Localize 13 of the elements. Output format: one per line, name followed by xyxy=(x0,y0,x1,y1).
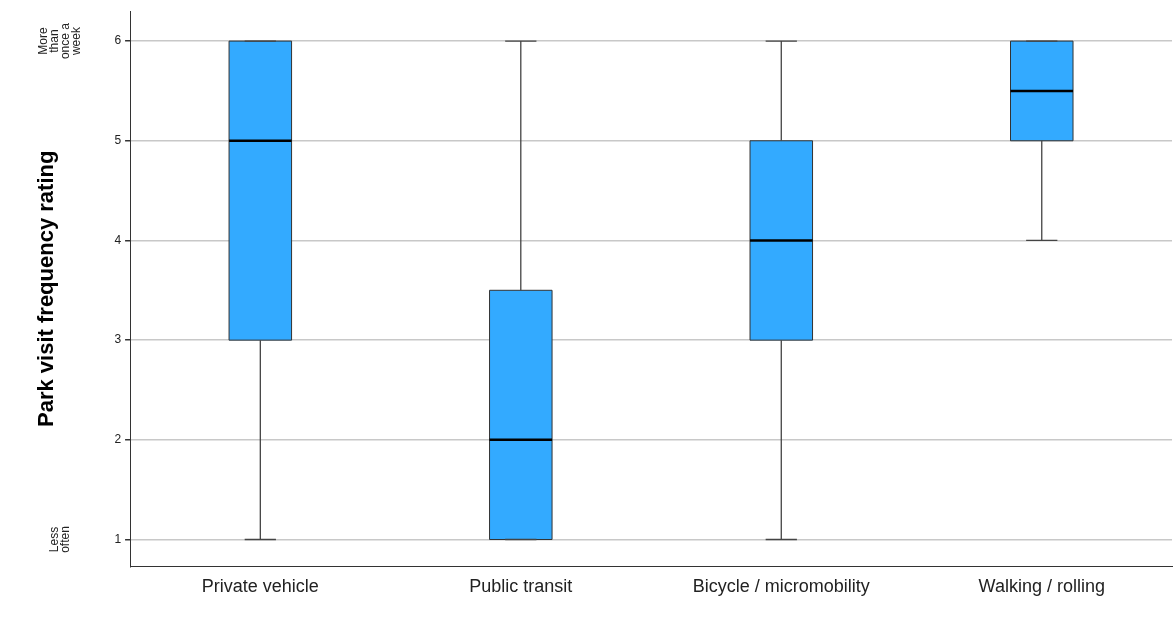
x-tick-label: Public transit xyxy=(469,576,573,597)
x-tick-label: Walking / rolling xyxy=(978,576,1105,597)
x-tick-label: Private vehicle xyxy=(201,576,319,597)
y-tick-label: 6 xyxy=(114,33,122,48)
y-tick-label: 1 xyxy=(114,531,122,546)
y-tick-label: 3 xyxy=(114,332,122,347)
y-tick-label: 4 xyxy=(114,232,122,247)
x-tick-label: Bicycle / micromobility xyxy=(692,576,870,597)
y-tick-label: 5 xyxy=(114,133,122,148)
y-tick-label: 2 xyxy=(114,432,122,447)
text: More than once a week xyxy=(35,22,83,60)
y-axis-title: Park visit frequency rating xyxy=(33,150,59,427)
text: Less often xyxy=(46,526,72,553)
